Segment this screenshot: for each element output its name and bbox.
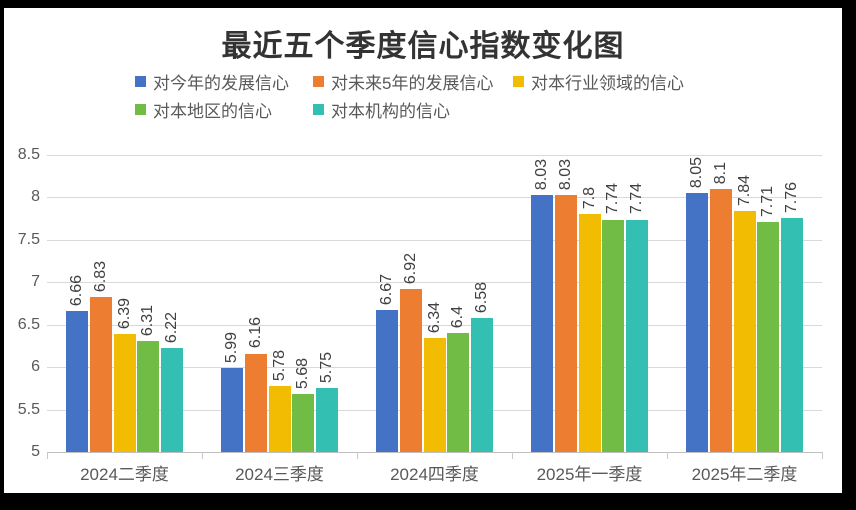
bar-group: 8.03 8.03 7.8 7.74 7.74 bbox=[512, 155, 667, 452]
y-tick-label: 8 bbox=[31, 188, 40, 206]
bar-value-label: 7.8 bbox=[580, 187, 598, 210]
legend-swatch-icon bbox=[313, 103, 324, 115]
bar-value-label: 7.71 bbox=[759, 185, 777, 218]
bar-value-label: 7.84 bbox=[735, 174, 753, 207]
bar bbox=[686, 193, 708, 452]
legend-item: 对本地区的信心 bbox=[135, 99, 272, 121]
bar-value-label: 8.03 bbox=[533, 158, 550, 190]
legend-item: 对未来5年的发展信心 bbox=[313, 71, 494, 93]
bar-value-label: 5.68 bbox=[294, 358, 312, 390]
gridline bbox=[47, 239, 822, 241]
y-tick-label: 7 bbox=[31, 273, 40, 291]
x-axis-line bbox=[47, 452, 822, 453]
bar-value-label: 6.4 bbox=[449, 305, 467, 329]
bar bbox=[376, 310, 398, 452]
legend-swatch-icon bbox=[135, 103, 146, 115]
y-tick-label: 6.5 bbox=[17, 315, 40, 333]
y-tick-label: 7.5 bbox=[17, 230, 40, 248]
gridline bbox=[47, 282, 822, 284]
category-axis-tick bbox=[202, 452, 203, 459]
legend-swatch-icon bbox=[135, 75, 146, 87]
bar bbox=[292, 394, 315, 452]
bar bbox=[316, 388, 338, 452]
chart-canvas: 最近五个季度信心指数变化图 对今年的发展信心 对未来5年的发展信心 对本行业领域的信… bbox=[4, 8, 842, 493]
bar bbox=[66, 311, 88, 452]
category-axis-tick bbox=[667, 452, 668, 459]
bar bbox=[578, 214, 601, 452]
legend-item: 对本行业领域的信心 bbox=[513, 71, 684, 93]
category-axis-tick bbox=[512, 452, 513, 459]
bar-value-label: 8.1 bbox=[711, 161, 729, 184]
bar-value-label: 6.67 bbox=[378, 274, 395, 306]
bar bbox=[626, 219, 648, 452]
bar-value-label: 8.03 bbox=[556, 158, 574, 190]
bar-value-label: 6.66 bbox=[68, 275, 85, 307]
bar bbox=[244, 353, 267, 452]
legend-label: 对本机构的信心 bbox=[331, 101, 450, 121]
bar bbox=[268, 385, 291, 452]
category-axis-tick bbox=[357, 452, 358, 459]
category-axis-tick bbox=[822, 452, 823, 459]
y-tick-label: 5 bbox=[31, 443, 40, 460]
bar-value-label: 7.76 bbox=[783, 181, 800, 213]
bar bbox=[423, 338, 446, 452]
y-tick-label: 6 bbox=[31, 358, 40, 376]
category-label: 2024三季度 bbox=[235, 465, 324, 484]
category-label: 2024二季度 bbox=[80, 465, 169, 484]
legend-item: 对今年的发展信心 bbox=[135, 71, 289, 93]
bar-group: 6.66 6.83 6.39 6.31 6.22 bbox=[47, 155, 202, 452]
bar bbox=[531, 194, 553, 452]
bar bbox=[733, 211, 756, 452]
category-label: 2024四季度 bbox=[390, 465, 479, 484]
bar bbox=[399, 289, 422, 452]
bar-value-label: 6.83 bbox=[91, 260, 109, 292]
legend-swatch-icon bbox=[513, 75, 524, 87]
bar bbox=[709, 188, 732, 452]
bar bbox=[471, 317, 493, 452]
category-label: 2025年二季度 bbox=[691, 465, 798, 484]
legend-item: 对本机构的信心 bbox=[313, 99, 450, 121]
bar-value-label: 6.39 bbox=[115, 297, 133, 330]
bar-value-label: 7.74 bbox=[604, 183, 622, 215]
bar-value-label: 5.99 bbox=[223, 331, 240, 363]
plot-area: 6.66 6.83 6.39 6.31 6.22 5.99 6.16 5.78 5.68 5.75… bbox=[47, 155, 822, 453]
bar-value-label: 5.75 bbox=[318, 352, 335, 384]
category-axis-tick bbox=[47, 452, 48, 459]
bar bbox=[447, 333, 470, 452]
bar bbox=[221, 368, 243, 452]
bar-value-label: 8.05 bbox=[688, 157, 705, 189]
chart-title: 最近五个季度信心指数变化图 bbox=[221, 30, 625, 63]
category-label: 2025年一季度 bbox=[536, 465, 643, 484]
bar-group: 6.67 6.92 6.34 6.4 6.58 bbox=[357, 155, 512, 452]
y-tick-label: 5.5 bbox=[17, 400, 40, 418]
bar-value-label: 6.31 bbox=[139, 304, 157, 336]
bar bbox=[757, 222, 780, 452]
bar bbox=[602, 219, 625, 452]
legend-label: 对未来5年的发展信心 bbox=[331, 73, 494, 93]
bar-value-label: 7.74 bbox=[628, 183, 645, 215]
bar-group: 8.05 8.1 7.84 7.71 7.76 bbox=[667, 155, 822, 452]
bar-value-label: 6.92 bbox=[401, 252, 419, 285]
bar bbox=[161, 348, 183, 452]
bar-value-label: 6.58 bbox=[473, 281, 490, 313]
legend-label: 对今年的发展信心 bbox=[153, 73, 289, 93]
legend-label: 对本地区的信心 bbox=[153, 101, 272, 121]
gridline bbox=[47, 155, 822, 156]
bar bbox=[781, 217, 803, 452]
bar bbox=[89, 296, 112, 452]
gridline bbox=[47, 324, 822, 326]
bar-value-label: 6.22 bbox=[163, 312, 180, 344]
y-tick-label: 8.5 bbox=[17, 146, 40, 163]
gridline bbox=[47, 197, 822, 199]
bar bbox=[137, 340, 160, 452]
bar-group: 5.99 6.16 5.78 5.68 5.75 bbox=[202, 155, 357, 452]
bar-value-label: 6.16 bbox=[246, 317, 264, 349]
bar bbox=[113, 334, 136, 452]
bar-value-label: 5.78 bbox=[270, 349, 288, 381]
bar bbox=[554, 194, 577, 452]
legend-swatch-icon bbox=[313, 75, 324, 87]
legend-label: 对本行业领域的信心 bbox=[531, 73, 684, 93]
bar-value-label: 6.34 bbox=[425, 302, 443, 334]
